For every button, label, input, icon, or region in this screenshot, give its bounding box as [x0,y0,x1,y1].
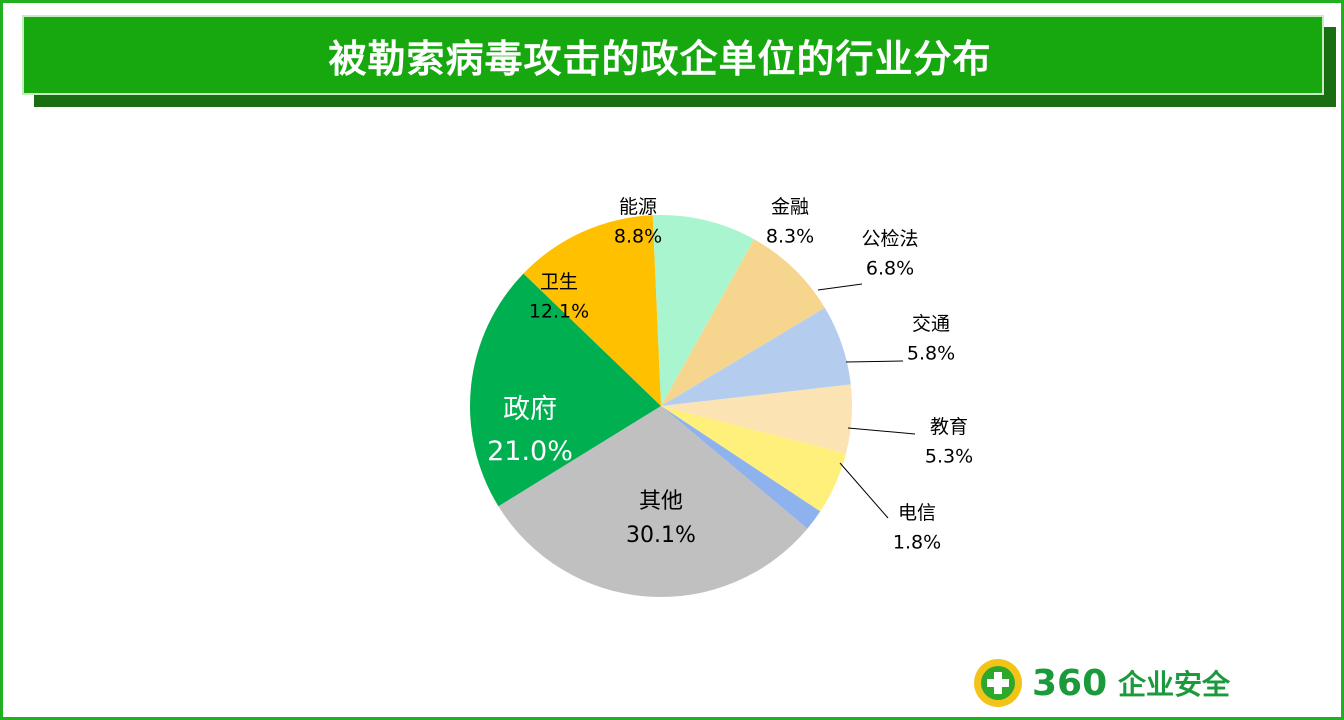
pie-slice-1 [661,239,825,406]
slice-value-label-8: 12.1% [529,300,589,322]
title-banner: 被勒索病毒攻击的政企单位的行业分布 [22,15,1324,95]
slice-label-8: 卫生 [540,271,578,293]
slice-value-label-5: 1.8% [893,531,941,553]
slice-label-1: 金融 [771,196,809,218]
slice-label-6: 其他 [639,489,683,514]
logo-brand-text: 企业安全 [1118,668,1231,701]
slice-value-label-0: 8.8% [614,225,662,247]
slice-value-label-2: 6.8% [866,257,914,279]
pie-slice-2 [661,307,851,406]
pie-slice-5 [661,406,821,529]
slice-label-4: 教育 [930,416,968,438]
brand-logo: 360 企业安全 [974,659,1231,707]
pie-slice-0 [652,214,755,406]
slice-label-3: 交通 [912,313,950,335]
leader-line-3 [845,360,904,363]
pie-slice-4 [661,406,846,512]
leader-line-4 [847,427,916,435]
pie-slice-8 [523,215,661,406]
slice-label-0: 能源 [619,196,657,218]
pie-slice-7 [470,273,661,507]
slice-label-5: 电信 [898,502,936,524]
slice-value-label-6: 30.1% [626,523,696,548]
logo-number: 360 [1032,663,1107,704]
slice-value-label-7: 21.0% [487,436,573,467]
shield-plus-icon [974,659,1022,707]
leader-line-2 [817,283,863,291]
slice-value-label-4: 5.3% [925,445,973,467]
slice-label-7: 政府 [503,394,557,425]
pie-slice-3 [661,384,853,454]
slice-value-label-3: 5.8% [907,342,955,364]
slice-value-label-1: 8.3% [766,225,814,247]
pie-slice-6 [498,406,808,597]
leader-line-5 [839,462,889,519]
slice-label-2: 公检法 [861,228,918,250]
chart-title: 被勒索病毒攻击的政企单位的行业分布 [328,36,992,81]
